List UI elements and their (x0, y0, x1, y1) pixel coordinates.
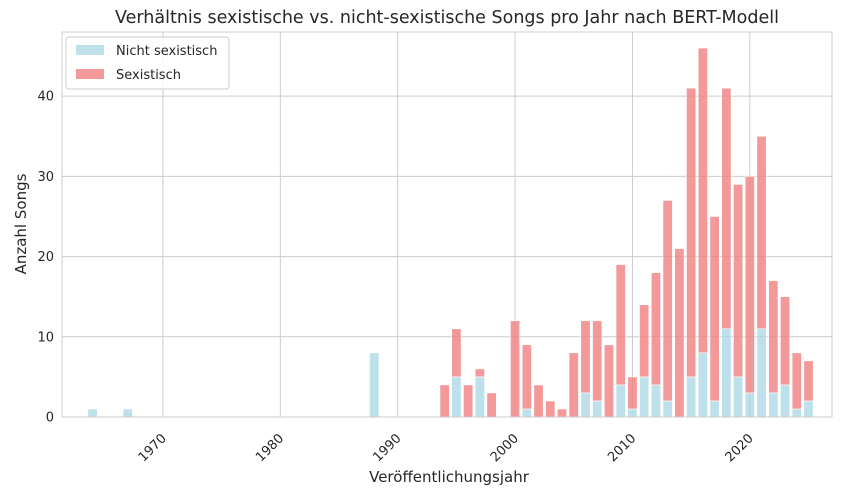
bar-sexistisch (603, 344, 614, 418)
bar-sexistisch (674, 248, 685, 418)
bar-nicht-sexistisch (650, 384, 661, 418)
chart-title: Verhältnis sexistische vs. nicht-sexisti… (115, 8, 779, 28)
bar-nicht-sexistisch (721, 328, 732, 418)
bar-sexistisch (568, 352, 579, 418)
bar-nicht-sexistisch (709, 400, 720, 418)
plot-area (61, 31, 833, 418)
bar-nicht-sexistisch (87, 408, 98, 418)
bar-nicht-sexistisch (474, 376, 485, 418)
bar-nicht-sexistisch (697, 352, 708, 418)
bar-sexistisch (439, 384, 450, 418)
bar-nicht-sexistisch (592, 400, 603, 418)
bar-nicht-sexistisch (803, 400, 814, 418)
bar-nicht-sexistisch (521, 408, 532, 418)
bar-sexistisch (721, 87, 732, 330)
legend-label-nicht-sexistisch: Nicht sexistisch (116, 44, 217, 59)
bar-nicht-sexistisch (662, 400, 673, 418)
bar-nicht-sexistisch (369, 352, 380, 418)
bar-sexistisch (486, 392, 497, 418)
legend-label-sexistisch: Sexistisch (116, 68, 181, 83)
legend-swatch-nicht-sexistisch (76, 45, 104, 55)
bar-nicht-sexistisch (580, 392, 591, 418)
y-tick-label: 10 (37, 330, 54, 345)
bar-sexistisch (592, 320, 603, 402)
y-tick-label: 0 (46, 411, 54, 426)
y-tick-label: 30 (37, 170, 54, 185)
bar-nicht-sexistisch (733, 376, 744, 418)
bar-nicht-sexistisch (451, 376, 462, 418)
bar-nicht-sexistisch (791, 408, 802, 418)
bar-sexistisch (463, 384, 474, 418)
bar-nicht-sexistisch (780, 384, 791, 418)
bar-sexistisch (650, 272, 661, 386)
bar-sexistisch (510, 320, 521, 418)
bar-sexistisch (627, 376, 638, 410)
bar-sexistisch (580, 320, 591, 394)
bar-sexistisch (697, 47, 708, 354)
legend-box (65, 36, 230, 90)
bar-sexistisch (791, 352, 802, 410)
bar-nicht-sexistisch (615, 384, 626, 418)
bar-nicht-sexistisch (756, 328, 767, 418)
bar-nicht-sexistisch (627, 408, 638, 418)
bar-sexistisch (686, 87, 697, 378)
bar-sexistisch (709, 216, 720, 402)
legend: Nicht sexistisch Sexistisch (65, 36, 230, 90)
bar-sexistisch (662, 200, 673, 402)
plot-frame (61, 31, 833, 418)
bar-nicht-sexistisch (744, 392, 755, 418)
bar-sexistisch (521, 344, 532, 410)
bar-sexistisch (733, 184, 744, 378)
bar-sexistisch (615, 264, 626, 386)
bar-sexistisch (533, 384, 544, 418)
y-axis-label: Anzahl Songs (12, 173, 30, 274)
bar-sexistisch (744, 176, 755, 394)
bar-nicht-sexistisch (768, 392, 779, 418)
bars (87, 47, 814, 418)
bar-sexistisch (639, 304, 650, 378)
bar-sexistisch (768, 280, 779, 394)
bar-nicht-sexistisch (686, 376, 697, 418)
y-axis-ticks: 0 10 20 30 40 (37, 90, 54, 426)
bar-sexistisch (756, 135, 767, 330)
bar-nicht-sexistisch (639, 376, 650, 418)
y-tick-label: 40 (37, 90, 54, 105)
bar-sexistisch (451, 328, 462, 378)
bar-sexistisch (474, 368, 485, 378)
bar-sexistisch (557, 408, 568, 418)
bar-sexistisch (803, 360, 814, 402)
legend-swatch-sexistisch (76, 69, 104, 79)
bar-sexistisch (545, 400, 556, 418)
x-axis-label: Veröffentlichungsjahr (369, 468, 530, 486)
bar-nicht-sexistisch (122, 408, 133, 418)
y-tick-label: 20 (37, 250, 54, 265)
bar-sexistisch (780, 296, 791, 386)
